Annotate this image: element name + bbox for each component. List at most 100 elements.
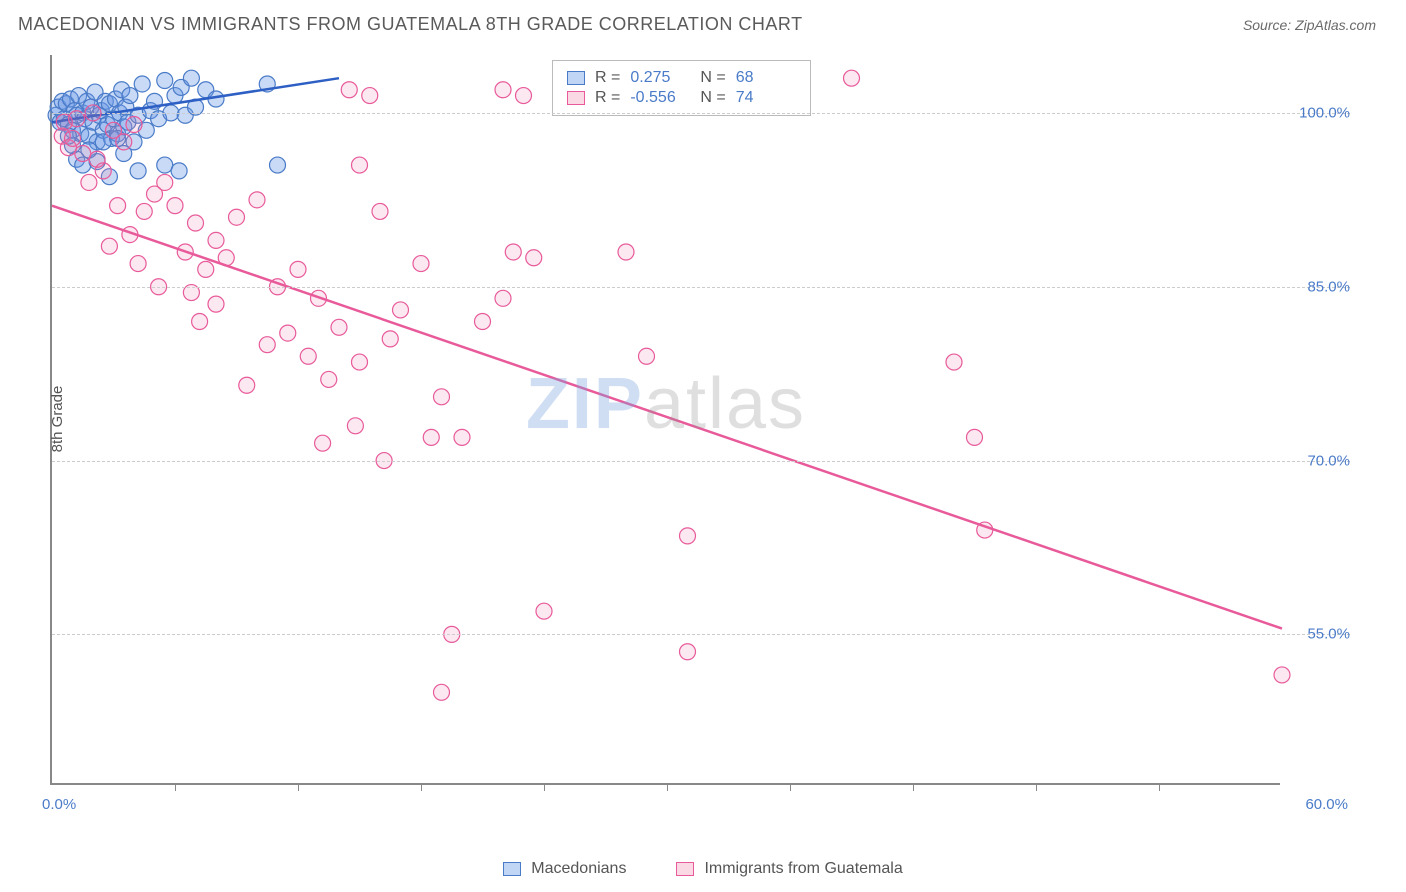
gridline-h [52,113,1350,114]
scatter-point [65,130,81,146]
legend-n-value-pink: 74 [736,89,796,107]
scatter-point [536,603,552,619]
scatter-point [134,76,150,92]
scatter-point [946,354,962,370]
y-tick-label: 100.0% [1293,104,1350,121]
scatter-point [290,261,306,277]
scatter-point [136,203,152,219]
y-tick-label: 70.0% [1301,452,1350,469]
scatter-point [192,314,208,330]
legend-n-value-blue: 68 [736,69,796,87]
bottom-legend-label-pink: Immigrants from Guatemala [704,860,902,878]
chart-container: 8th Grade ZIPatlas R = 0.275 N = 68 R = … [50,55,1376,832]
scatter-point [208,232,224,248]
x-tick-label-first: 0.0% [42,796,76,813]
x-tick-label-last: 60.0% [1305,796,1348,813]
legend-n-label: N = [700,69,725,87]
scatter-point [413,256,429,272]
scatter-point [101,238,117,254]
scatter-point [475,314,491,330]
plot-area: 8th Grade ZIPatlas R = 0.275 N = 68 R = … [50,55,1280,785]
scatter-point [270,157,286,173]
x-tick [1159,783,1160,791]
legend-swatch-blue [567,71,585,85]
scatter-point [495,290,511,306]
scatter-plot-svg [52,55,1282,785]
x-tick [913,783,914,791]
x-tick [667,783,668,791]
legend-r-value-pink: -0.556 [630,89,690,107]
scatter-point [130,163,146,179]
stats-legend-row-pink: R = -0.556 N = 74 [567,89,796,107]
scatter-point [130,256,146,272]
scatter-point [321,371,337,387]
scatter-point [505,244,521,260]
gridline-h [52,634,1350,635]
scatter-point [56,114,72,130]
legend-swatch-pink [676,862,694,876]
trend-line [52,206,1282,629]
scatter-point [315,435,331,451]
scatter-point [198,261,214,277]
scatter-point [680,528,696,544]
scatter-point [75,145,91,161]
legend-r-label: R = [595,89,620,107]
x-tick [544,783,545,791]
scatter-point [352,354,368,370]
scatter-point [1274,667,1290,683]
scatter-point [89,151,105,167]
scatter-point [362,88,378,104]
x-tick [175,783,176,791]
stats-legend: R = 0.275 N = 68 R = -0.556 N = 74 [552,60,811,116]
scatter-point [259,337,275,353]
scatter-point [434,389,450,405]
chart-source: Source: ZipAtlas.com [1243,17,1376,33]
y-tick-label: 85.0% [1301,278,1350,295]
scatter-point [239,377,255,393]
scatter-point [157,72,173,88]
scatter-point [183,70,199,86]
scatter-point [372,203,388,219]
scatter-point [81,174,97,190]
scatter-point [167,198,183,214]
chart-header: MACEDONIAN VS IMMIGRANTS FROM GUATEMALA … [0,0,1406,45]
legend-swatch-pink [567,91,585,105]
legend-r-value-blue: 0.275 [630,69,690,87]
scatter-point [434,684,450,700]
chart-title: MACEDONIAN VS IMMIGRANTS FROM GUATEMALA … [18,14,803,35]
scatter-point [382,331,398,347]
x-tick [298,783,299,791]
gridline-h [52,287,1350,288]
scatter-point [347,418,363,434]
scatter-point [116,134,132,150]
scatter-point [188,215,204,231]
gridline-h [52,461,1350,462]
x-tick [790,783,791,791]
legend-r-label: R = [595,69,620,87]
scatter-point [110,198,126,214]
bottom-legend-item-blue: Macedonians [503,860,626,878]
scatter-point [495,82,511,98]
scatter-point [280,325,296,341]
scatter-point [126,117,142,133]
scatter-point [967,429,983,445]
scatter-point [341,82,357,98]
scatter-point [393,302,409,318]
scatter-point [249,192,265,208]
scatter-point [423,429,439,445]
bottom-legend-label-blue: Macedonians [531,860,626,878]
y-tick-label: 55.0% [1301,626,1350,643]
scatter-point [157,174,173,190]
x-tick [421,783,422,791]
stats-legend-row-blue: R = 0.275 N = 68 [567,69,796,87]
scatter-point [680,644,696,660]
scatter-point [208,296,224,312]
legend-swatch-blue [503,862,521,876]
scatter-point [844,70,860,86]
scatter-point [229,209,245,225]
bottom-legend-item-pink: Immigrants from Guatemala [676,860,902,878]
scatter-point [171,163,187,179]
scatter-point [454,429,470,445]
bottom-legend: Macedonians Immigrants from Guatemala [0,860,1406,878]
scatter-point [352,157,368,173]
